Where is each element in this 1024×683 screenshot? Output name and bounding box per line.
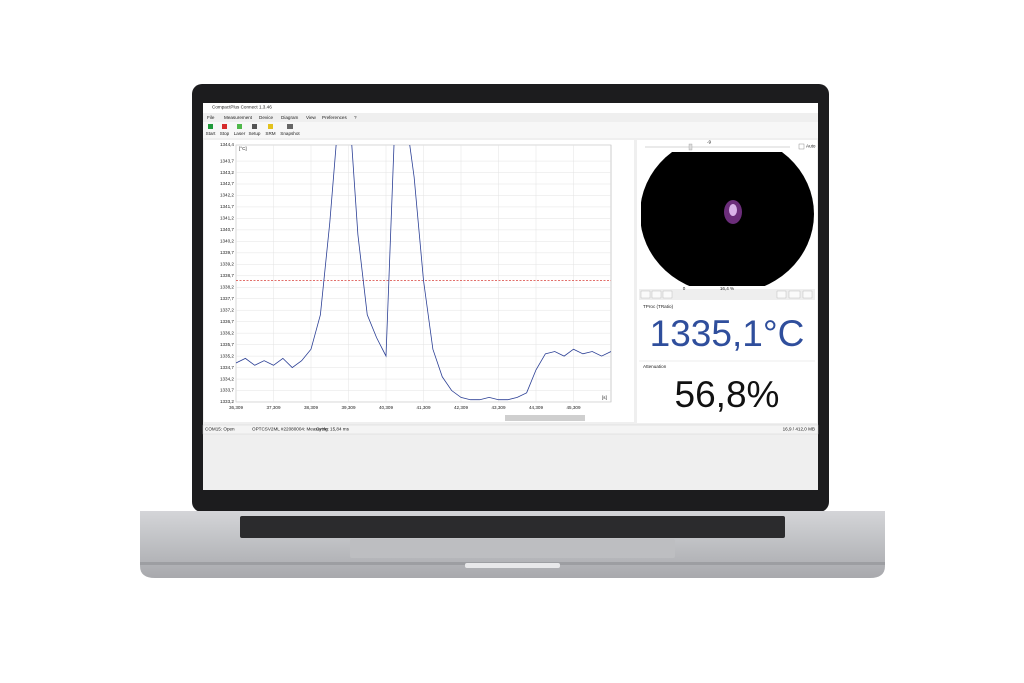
brightness-value: -9 [707, 140, 712, 145]
lid-notch [465, 563, 560, 568]
y-tick-label: 1340,2 [220, 239, 234, 244]
menu-item[interactable]: Device [259, 115, 273, 120]
y-tick-label: 1342,2 [220, 193, 234, 198]
trackpad [350, 539, 675, 558]
playback-position: 0 [683, 286, 686, 291]
toolbar-label[interactable]: SRM [265, 131, 275, 136]
y-tick-label: 1334,2 [220, 376, 234, 381]
y-tick-label: 1340,7 [220, 227, 234, 232]
status-item: OPTCSV2ML #22080004: Measuring [252, 427, 328, 432]
readout-value: 1335,1°C [650, 313, 805, 354]
y-tick-label: 1335,7 [220, 342, 234, 347]
rewind-button[interactable] [651, 290, 662, 299]
menu-item[interactable]: Measurement [224, 115, 253, 120]
toolbar-label[interactable]: Setup [248, 131, 260, 136]
x-tick-label: 39,309 [341, 405, 355, 410]
y-unit: [°C] [239, 146, 247, 151]
stop-icon[interactable] [222, 124, 227, 129]
y-tick-label: 1338,7 [220, 273, 234, 278]
y-tick-label: 1337,7 [220, 296, 234, 301]
first-button[interactable] [640, 290, 651, 299]
title-bar [203, 103, 818, 113]
temperature-line [236, 145, 611, 401]
x-tick-label: 38,309 [304, 405, 318, 410]
playback-progress: 16,4 % [720, 286, 734, 291]
toolbar-label[interactable]: Stop [220, 131, 230, 136]
status-item: 16,9 / 412,0 MB [783, 427, 815, 432]
menu-item[interactable]: Diagram [281, 115, 299, 120]
y-tick-label: 1341,7 [220, 204, 234, 209]
keyboard [240, 516, 785, 538]
toolbar [203, 122, 818, 138]
x-tick-label: 45,309 [566, 405, 580, 410]
readout-label: Attenuation [643, 364, 667, 369]
y-tick-label: 1339,7 [220, 250, 234, 255]
auto-label[interactable]: Auto [806, 144, 816, 149]
y-tick-label: 1333,7 [220, 388, 234, 393]
y-tick-label: 1338,2 [220, 284, 234, 289]
playback-bar [639, 289, 815, 300]
y-tick-label: 1343,2 [220, 170, 234, 175]
y-tick-label: 1342,7 [220, 181, 234, 186]
menu-item[interactable]: View [306, 115, 317, 120]
toolbar-label[interactable]: Start [206, 131, 216, 136]
snapshot-icon[interactable] [287, 124, 293, 129]
readout-value: 56,8% [675, 374, 780, 415]
y-tick-label: 1334,7 [220, 365, 234, 370]
auto-checkbox[interactable] [798, 143, 805, 150]
srm-icon[interactable] [268, 124, 273, 129]
y-tick-label: 1339,2 [220, 262, 234, 267]
x-tick-label: 43,309 [491, 405, 505, 410]
laser-icon[interactable] [237, 124, 242, 129]
y-tick-label: 1336,2 [220, 330, 234, 335]
x-unit: [s] [602, 395, 607, 400]
y-tick-label: 1343,7 [220, 158, 234, 163]
y-tick-label: 1337,2 [220, 307, 234, 312]
play-button[interactable] [776, 290, 787, 299]
back-button[interactable] [662, 290, 673, 299]
camera-spot [729, 204, 737, 216]
y-tick-label: 1336,7 [220, 319, 234, 324]
last-button[interactable] [802, 290, 813, 299]
menu-item[interactable]: File [207, 115, 215, 120]
x-tick-label: 40,309 [379, 405, 393, 410]
window-title: CompactPlus Connect 1.3.46 [212, 105, 272, 110]
y-tick-label: 1333,2 [220, 399, 234, 404]
menu-item[interactable]: Preferences [322, 115, 347, 120]
x-tick-label: 44,309 [529, 405, 543, 410]
start-icon[interactable] [208, 124, 213, 129]
slider-thumb[interactable] [688, 143, 693, 151]
menu-item[interactable]: ? [354, 115, 357, 120]
status-item: Cycle: 15,84 ms [316, 427, 350, 432]
app: CompactPlus Connect 1.3.46 [°C] [s] -9 A… [212, 105, 816, 401]
x-tick-label: 36,309 [229, 405, 243, 410]
status-item: COM15: Open [205, 427, 235, 432]
x-tick-label: 37,309 [266, 405, 280, 410]
y-tick-label: 1341,2 [220, 216, 234, 221]
forward-button[interactable] [788, 290, 801, 299]
toolbar-label[interactable]: Laser [234, 131, 246, 136]
status-bar [202, 424, 819, 435]
y-tick-label: 1335,2 [220, 353, 234, 358]
readout-label: TProc (TRatio) [643, 304, 674, 309]
x-tick-label: 42,309 [454, 405, 468, 410]
y-tick-label: 1344,4 [220, 142, 234, 147]
scrollbar[interactable] [505, 415, 585, 421]
setup-icon[interactable] [252, 124, 257, 129]
x-tick-label: 41,309 [416, 405, 430, 410]
toolbar-label[interactable]: Snapshot [280, 131, 300, 136]
